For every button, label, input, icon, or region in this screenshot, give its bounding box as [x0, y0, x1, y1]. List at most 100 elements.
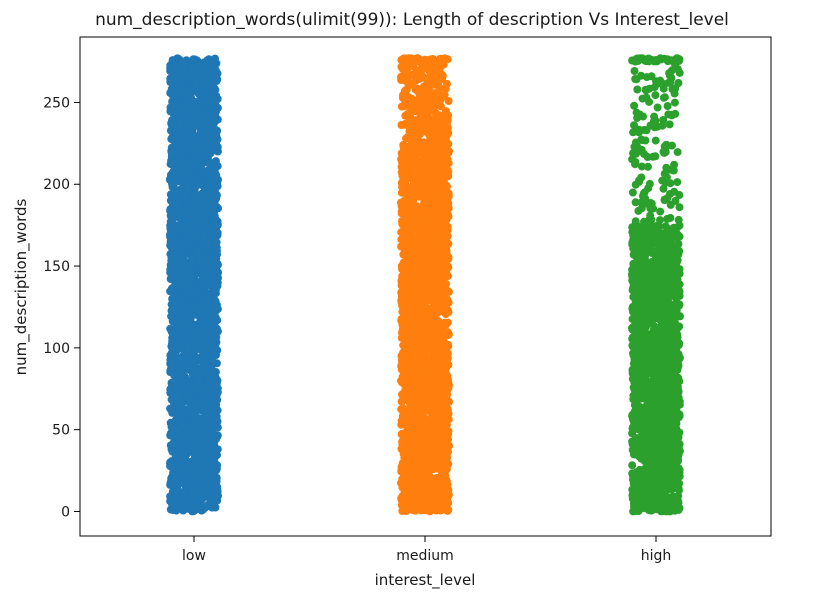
point-low	[182, 498, 191, 507]
point-medium	[412, 431, 421, 440]
point-medium	[436, 304, 445, 313]
point-low	[166, 418, 175, 427]
point-medium	[444, 342, 453, 351]
point-medium	[421, 465, 430, 474]
point-medium	[414, 187, 423, 196]
point-low	[171, 304, 180, 313]
point-medium	[407, 368, 416, 377]
point-medium	[413, 494, 422, 503]
point-low	[179, 489, 188, 498]
point-low	[211, 346, 220, 355]
point-medium	[398, 507, 407, 515]
point-medium	[444, 129, 453, 137]
point-medium	[398, 298, 407, 307]
point-medium	[398, 217, 406, 226]
point-low	[182, 56, 191, 65]
point-low	[197, 467, 206, 476]
point-low	[181, 455, 189, 463]
point-medium	[416, 486, 425, 495]
point-low	[209, 230, 218, 239]
point-low	[211, 239, 220, 248]
point-medium	[418, 324, 427, 333]
point-medium	[437, 147, 446, 156]
point-medium	[405, 503, 414, 512]
point-medium	[428, 179, 437, 188]
point-medium	[432, 249, 441, 258]
point-low	[187, 278, 196, 286]
point-low	[193, 248, 202, 257]
point-low	[168, 317, 177, 326]
point-low	[190, 331, 199, 340]
point-medium	[399, 407, 408, 416]
point-medium	[403, 420, 412, 429]
point-medium	[419, 166, 427, 174]
point-low	[189, 490, 198, 499]
point-low	[170, 328, 179, 337]
point-medium	[402, 210, 411, 219]
point-low	[208, 59, 217, 68]
point-low	[199, 491, 208, 500]
point-medium	[440, 281, 449, 290]
point-medium	[397, 168, 406, 177]
point-low	[213, 445, 222, 454]
point-medium	[443, 390, 452, 399]
point-medium	[417, 419, 426, 428]
point-low	[201, 83, 210, 92]
point-low	[178, 404, 187, 412]
point-low	[190, 417, 199, 426]
point-low	[170, 166, 179, 175]
point-low	[177, 315, 186, 324]
point-low	[185, 85, 193, 94]
point-medium	[425, 318, 434, 327]
point-low	[200, 99, 209, 108]
point-low	[195, 319, 204, 328]
point-low	[184, 70, 193, 79]
point-low	[167, 359, 176, 368]
point-medium	[440, 190, 448, 199]
point-low	[175, 105, 184, 113]
point-low	[196, 422, 205, 431]
point-low	[184, 183, 193, 192]
point-low	[191, 80, 200, 89]
point-low	[197, 451, 205, 460]
point-low	[180, 323, 189, 332]
point-low	[212, 279, 221, 288]
point-medium	[397, 397, 406, 406]
point-low	[190, 208, 199, 217]
point-low	[201, 412, 210, 421]
point-low	[172, 264, 180, 273]
point-low	[191, 346, 200, 354]
point-low	[208, 117, 217, 126]
point-medium	[419, 138, 428, 147]
point-medium	[411, 301, 420, 310]
point-low	[203, 501, 212, 510]
point-low	[203, 374, 211, 383]
point-medium	[397, 261, 406, 270]
point-low	[166, 207, 175, 216]
point-low	[199, 230, 208, 239]
point-low	[188, 339, 197, 347]
point-medium	[410, 439, 419, 448]
point-low	[179, 62, 188, 71]
point-low	[172, 352, 180, 361]
point-medium	[438, 351, 447, 360]
point-low	[169, 235, 178, 244]
point-medium	[442, 215, 451, 224]
point-low	[181, 465, 190, 473]
point-low	[191, 190, 199, 199]
point-medium	[410, 402, 419, 411]
point-medium	[439, 177, 448, 186]
point-medium	[417, 237, 426, 246]
point-low	[183, 124, 192, 132]
point-medium	[410, 462, 419, 471]
point-low	[193, 181, 202, 190]
point-low	[190, 233, 199, 242]
point-low	[213, 327, 222, 336]
point-low	[182, 131, 190, 140]
point-low	[186, 292, 194, 301]
point-low	[168, 408, 177, 417]
point-low	[213, 395, 222, 404]
point-low	[179, 211, 188, 220]
point-medium	[440, 238, 449, 247]
